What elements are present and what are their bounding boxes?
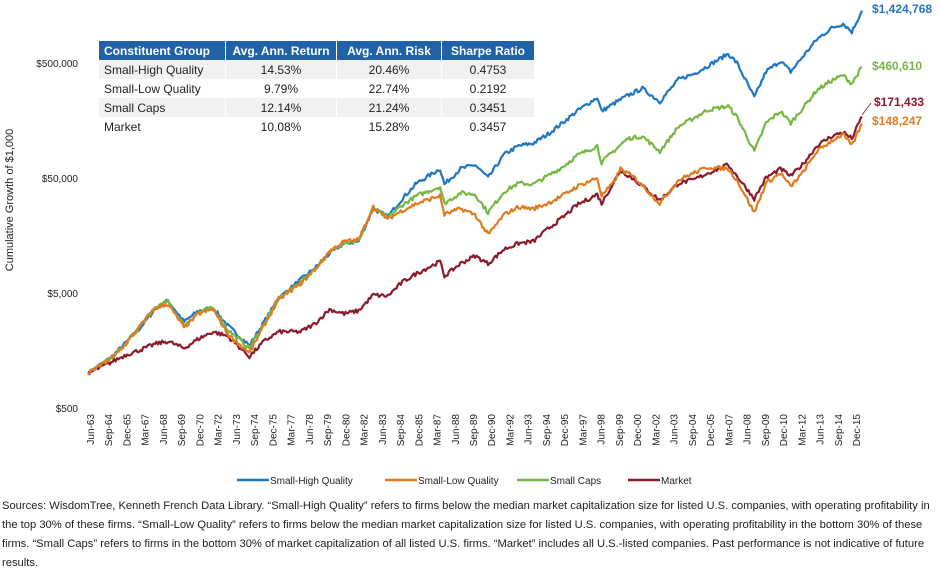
x-tick-label: Jun-13 bbox=[816, 414, 827, 445]
cell-group: Small-Low Quality bbox=[99, 79, 226, 98]
legend: Small-High Quality Small-Low Quality Small… bbox=[237, 476, 692, 487]
x-tick-label: Mar-07 bbox=[724, 414, 735, 446]
table-row: Small-High Quality 14.53% 20.46% 0.4753 bbox=[99, 60, 535, 79]
x-tick-label: Sep-99 bbox=[615, 414, 626, 447]
x-tick-label: Sep-64 bbox=[104, 414, 115, 447]
x-tick-labels: Jun-63 Sep-64 Dec-65 Mar-67 Jun-68 Sep-69 Dec-… bbox=[86, 414, 863, 447]
table-header-row: Constituent Group Avg. Ann. Return Avg. … bbox=[99, 41, 535, 60]
legend-label: Market bbox=[661, 476, 692, 487]
x-tick-label: Mar-12 bbox=[797, 414, 808, 446]
header-avg-ann-return: Avg. Ann. Return bbox=[225, 41, 337, 60]
series-line-small-high-quality bbox=[87, 10, 864, 376]
chart: Cumulative Growth of $1,000 $500$5,000$5… bbox=[4, 2, 932, 487]
y-tick-label: $500 bbox=[56, 404, 79, 415]
table-row: Small Caps 12.14% 21.24% 0.3451 bbox=[99, 98, 535, 117]
header-constituent-group: Constituent Group bbox=[99, 41, 226, 60]
cell-sharpe: 0.3451 bbox=[441, 98, 535, 117]
cell-risk: 15.28% bbox=[336, 117, 442, 136]
x-tick-label: Jun-68 bbox=[159, 414, 170, 445]
series-line-small-low-quality bbox=[87, 123, 863, 375]
x-tick-label: Jun-63 bbox=[86, 414, 97, 445]
cell-sharpe: 0.2192 bbox=[441, 79, 535, 98]
x-tick-label: Mar-97 bbox=[578, 414, 589, 446]
cell-return: 12.14% bbox=[225, 98, 337, 117]
x-tick-label: Sep-79 bbox=[323, 414, 334, 447]
x-tick-label: Jun-83 bbox=[378, 414, 389, 445]
x-tick-label: Sep-84 bbox=[396, 414, 407, 447]
x-tick-label: Dec-10 bbox=[779, 414, 790, 447]
x-tick-label: Jun-03 bbox=[670, 414, 681, 445]
x-tick-label: Jun-98 bbox=[597, 414, 608, 445]
y-tick-label: $5,000 bbox=[47, 289, 78, 300]
end-value-labels: $1,424,768 $460,610 $171,433 $148,247 bbox=[861, 2, 932, 128]
legend-label: Small-High Quality bbox=[270, 476, 353, 487]
end-label: $171,433 bbox=[874, 95, 924, 109]
cell-risk: 21.24% bbox=[336, 98, 442, 117]
cell-return: 14.53% bbox=[225, 60, 337, 79]
cell-return: 9.79% bbox=[225, 79, 337, 98]
cell-group: Small Caps bbox=[99, 98, 226, 117]
x-tick-label: Mar-82 bbox=[360, 414, 371, 446]
y-axis-title: Cumulative Growth of $1,000 bbox=[4, 129, 16, 271]
table-row: Market 10.08% 15.28% 0.3457 bbox=[99, 117, 535, 136]
x-tick-label: Jun-78 bbox=[305, 414, 316, 445]
end-label: $148,247 bbox=[872, 114, 922, 128]
y-tick-labels: $500 $5,000 $50,000 $500,000 bbox=[36, 59, 78, 415]
series-lines bbox=[87, 10, 864, 376]
source-note: Sources: WisdomTree, Kenneth French Data… bbox=[2, 500, 930, 569]
table-row: Small-Low Quality 9.79% 22.74% 0.2192 bbox=[99, 79, 535, 98]
x-tick-label: Sep-69 bbox=[177, 414, 188, 447]
header-avg-ann-risk: Avg. Ann. Risk bbox=[336, 41, 442, 60]
x-tick-label: Dec-05 bbox=[706, 414, 717, 447]
x-tick-label: Dec-80 bbox=[341, 414, 352, 447]
end-label: $460,610 bbox=[872, 59, 922, 73]
x-tick-label: Mar-72 bbox=[214, 414, 225, 446]
cell-group: Small-High Quality bbox=[99, 60, 226, 79]
y-tick-label: $50,000 bbox=[42, 174, 79, 185]
x-tick-label: Jun-08 bbox=[743, 414, 754, 445]
x-tick-label: Dec-90 bbox=[487, 414, 498, 447]
legend-label: Small-Low Quality bbox=[418, 476, 499, 487]
end-label: $1,424,768 bbox=[872, 2, 932, 16]
y-tick-label: $500,000 bbox=[36, 59, 78, 70]
x-tick-label: Mar-02 bbox=[651, 414, 662, 446]
x-tick-label: Dec-70 bbox=[195, 414, 206, 447]
header-sharpe-ratio: Sharpe Ratio bbox=[441, 41, 535, 60]
x-tick-label: Dec-65 bbox=[123, 414, 134, 447]
x-tick-label: Sep-74 bbox=[250, 414, 261, 447]
x-tick-label: Mar-67 bbox=[141, 414, 152, 446]
x-tick-label: Jun-73 bbox=[232, 414, 243, 445]
cell-risk: 22.74% bbox=[336, 79, 442, 98]
x-tick-label: Jun-88 bbox=[451, 414, 462, 445]
x-tick-label: Dec-75 bbox=[268, 414, 279, 447]
x-tick-label: Sep-09 bbox=[761, 414, 772, 447]
cell-sharpe: 0.4753 bbox=[441, 60, 535, 79]
x-tick-label: Sep-89 bbox=[469, 414, 480, 447]
market-leader-line bbox=[861, 102, 872, 116]
cell-group: Market bbox=[99, 117, 226, 136]
series-line-market bbox=[87, 115, 863, 375]
x-tick-label: Sep-04 bbox=[688, 414, 699, 447]
x-tick-label: Mar-92 bbox=[506, 414, 517, 446]
x-tick-label: Dec-00 bbox=[633, 414, 644, 447]
x-tick-label: Sep-94 bbox=[542, 414, 553, 447]
x-tick-label: Mar-87 bbox=[433, 414, 444, 446]
stats-table: Constituent Group Avg. Ann. Return Avg. … bbox=[99, 41, 535, 136]
x-tick-label: Jun-93 bbox=[524, 414, 535, 445]
cell-return: 10.08% bbox=[225, 117, 337, 136]
x-tick-label: Dec-95 bbox=[560, 414, 571, 447]
cell-risk: 20.46% bbox=[336, 60, 442, 79]
cell-sharpe: 0.3457 bbox=[441, 117, 535, 136]
x-tick-label: Dec-85 bbox=[414, 414, 425, 447]
x-tick-label: Mar-77 bbox=[287, 414, 298, 446]
legend-label: Small Caps bbox=[550, 476, 601, 487]
x-tick-label: Sep-14 bbox=[834, 414, 845, 447]
x-tick-label: Dec-15 bbox=[852, 414, 863, 447]
